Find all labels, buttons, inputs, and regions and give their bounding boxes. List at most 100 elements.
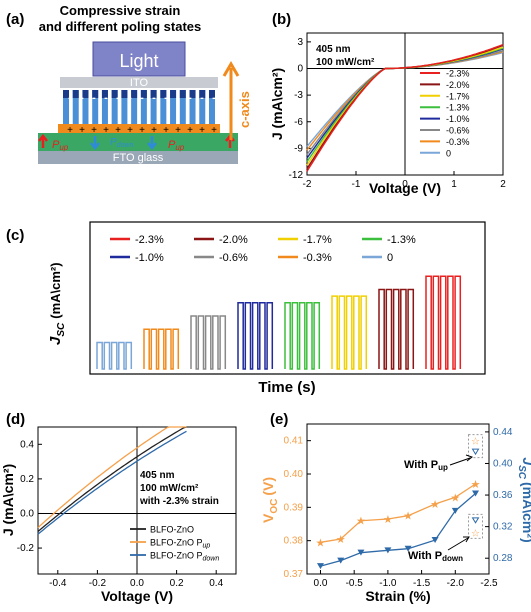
panel-d-xtick-label: 0.0 — [130, 578, 144, 589]
panel-b-ytick-label: -6 — [294, 117, 303, 128]
nanorod — [189, 90, 196, 124]
panel-e-ylabel-left: VOC(V) — [260, 477, 280, 523]
nanorod-top — [131, 90, 138, 98]
p-up-label-right: Pup — [168, 139, 185, 152]
panel-e-axes: 0.0 -0.5 -1.0 -1.5 -2.0 -2.5 0.37 0.38 0.39 0.40 0… — [284, 427, 513, 589]
nanorod — [121, 90, 128, 124]
panel-c-pulse-group--1.0% — [237, 302, 274, 370]
ito-label: ITO — [130, 77, 149, 89]
panel-e-ytick-right-label: 0.32 — [493, 522, 513, 533]
panel-e-voc-point: ★ — [336, 534, 346, 546]
panel-c-legend-label: -1.3% — [387, 234, 416, 246]
panel-e-jsc-point — [472, 490, 480, 497]
panel-d-ytick-label: 0.0 — [20, 508, 34, 519]
panel-b-letter: (b) — [272, 11, 291, 28]
panel-a-title-line1: Compressive strain — [60, 3, 181, 18]
panel-d-legend-label: BLFO-ZnO — [150, 525, 194, 535]
nanorod-top — [209, 90, 215, 98]
panel-b-legend-label: -2.3% — [446, 69, 470, 79]
nanorod-top — [170, 90, 177, 98]
panel-e-ytick-left-label: 0.37 — [284, 569, 304, 580]
nanorod-top — [82, 90, 89, 98]
nanorod — [92, 90, 99, 124]
panel-b-xtick-label: -2 — [303, 179, 312, 190]
panel-a-letter: (a) — [6, 11, 24, 28]
nanorod — [160, 90, 167, 124]
minus-charge: - — [140, 92, 144, 104]
nanorod-array: ------------- — [63, 90, 216, 124]
panel-d-xtick-label: -0.4 — [49, 578, 67, 589]
minus-charge: - — [92, 92, 96, 104]
nanorod — [170, 90, 177, 124]
panel-e-ytick-right-label: 0.40 — [493, 458, 513, 469]
panel-d-ytick-label: 0.2 — [20, 474, 34, 485]
nanorod — [179, 90, 186, 124]
panel-d-ylabel: J (mA\cm²) — [0, 464, 16, 536]
panel-c-pulse-group--0.6% — [190, 315, 227, 370]
panel-e-poled-voc-down: ☆ — [471, 528, 480, 539]
panel-d-legend-label: BLFO-ZnO Pdown — [150, 551, 219, 563]
panel-e-poled-box-down — [468, 513, 484, 539]
panel-d-letter: (d) — [6, 411, 25, 428]
panel-d: (d) -0.4 -0.2 0.0 0.2 0.4 -0.2 0.0 0.2 0.4 405 n… — [0, 411, 237, 604]
panel-e-letter: (e) — [270, 411, 288, 428]
nanorod — [63, 90, 69, 124]
nanorod — [72, 90, 79, 124]
nanorod-top — [92, 90, 99, 98]
nanorod — [150, 90, 157, 124]
p-down-arrow-right-icon — [147, 136, 157, 151]
plus-charge: + — [187, 125, 193, 136]
panel-d-note-power: 100 mW/cm² — [140, 483, 199, 494]
panel-d-series — [37, 430, 187, 535]
panel-b-ytick-label: -12 — [289, 170, 304, 181]
panel-e-ytick-right-label: 0.36 — [493, 490, 513, 501]
panel-e-jsc-point — [431, 537, 439, 544]
panel-e-xtick-label: -1.0 — [379, 578, 397, 589]
panel-c-legend-label: -2.0% — [219, 234, 248, 246]
panel-d-xtick-label: 0.4 — [209, 578, 223, 589]
panel-c-xlabel: Time (s) — [258, 379, 315, 396]
panel-e-xtick-label: -0.5 — [346, 578, 364, 589]
panel-c-pulse-group-0 — [96, 341, 133, 370]
panel-e-ytick-left-label: 0.41 — [284, 436, 304, 447]
fto-label: FTO glass — [113, 152, 164, 164]
panel-c-legend-label: -0.6% — [219, 252, 248, 264]
panel-e-jsc-point — [337, 557, 345, 564]
panel-e-jsc-point — [384, 547, 392, 554]
panel-e-ytick-right-label: 0.28 — [493, 553, 513, 564]
panel-e-jsc-point — [357, 549, 365, 556]
panel-b-xtick-label: 2 — [500, 179, 506, 190]
minus-charge: - — [68, 92, 72, 104]
panel-b-xtick-label: 1 — [451, 179, 457, 190]
panel-b-legend-label: -1.3% — [446, 103, 470, 113]
panel-b-ylabel: J (mA\cm²) — [269, 68, 285, 140]
panel-e-poled-jsc-down — [471, 517, 480, 524]
panel-e-arrow-down-icon — [447, 537, 469, 551]
panel-e-jsc-point — [404, 545, 412, 552]
panel-e-poled-jsc-up — [471, 448, 480, 456]
p-up-arrow-left-icon — [38, 133, 48, 148]
plus-charge: + — [199, 125, 205, 136]
p-up-label-left: Pup — [52, 139, 69, 152]
panel-d-curves — [37, 426, 187, 535]
minus-charge: - — [200, 92, 204, 104]
nanorod-top — [140, 90, 147, 98]
panel-c-pulse-group--0.3% — [143, 328, 180, 370]
plus-charge: + — [175, 125, 181, 136]
panel-c-legend-label: -1.7% — [303, 234, 332, 246]
panel-e-xtick-label: -2.5 — [480, 578, 498, 589]
panel-e-jsc-point — [451, 507, 459, 514]
minus-charge: - — [164, 92, 168, 104]
panel-b-legend-label: -0.6% — [446, 126, 470, 136]
nanorod-top — [121, 90, 128, 98]
nanorod — [199, 90, 206, 124]
plus-charge: + — [163, 125, 169, 136]
panel-b-legend: -2.3%-2.0%-1.7% -1.3%-1.0% -0.6%-0.3%0 — [420, 69, 470, 158]
nanorod-top — [179, 90, 186, 98]
panel-e: (e) 0.0 -0.5 -1.0 -1.5 -2.0 -2.50.370.380.390… — [260, 411, 531, 604]
panel-e-voc-point: ★ — [450, 492, 460, 504]
panel-b-xtick-label: 0 — [402, 179, 408, 190]
nanorod-top — [150, 90, 157, 98]
minus-charge: - — [188, 92, 192, 104]
